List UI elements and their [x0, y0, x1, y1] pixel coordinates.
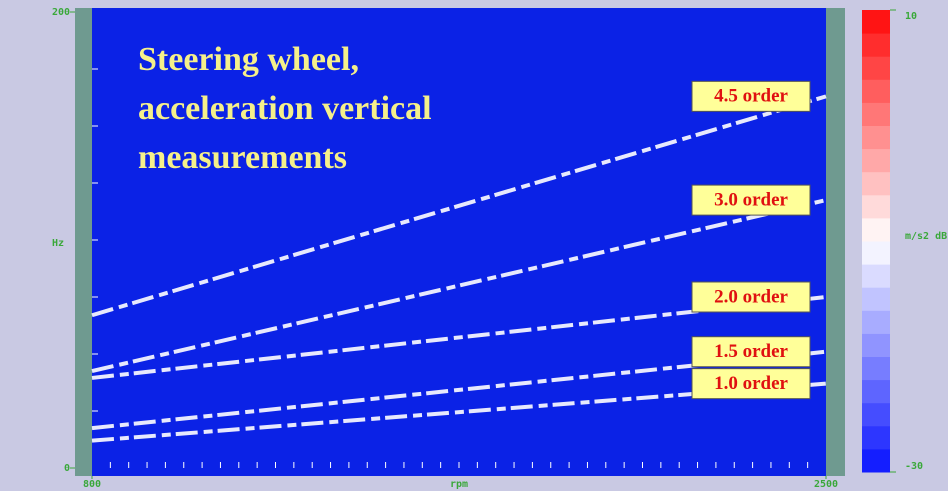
colorbar-cell: [862, 287, 890, 311]
title-line: Steering wheel,: [138, 41, 359, 78]
colorbar-cell: [862, 102, 890, 126]
legend-label: 4.5 order: [714, 86, 788, 107]
colorbar-cell: [862, 149, 890, 173]
colorbar-cell: [862, 333, 890, 357]
colorbar-cell: [862, 218, 890, 242]
y-tick-label: 200: [52, 7, 70, 18]
frame-right: [826, 8, 845, 476]
colorbar-cell: [862, 380, 890, 404]
colorbar-cell: [862, 172, 890, 196]
x-axis-label: rpm: [450, 479, 468, 490]
colorbar-cell: [862, 310, 890, 334]
y-tick-label: 0: [64, 463, 70, 474]
colorbar-cell: [862, 357, 890, 381]
colorbar-tick-label: 10: [905, 11, 917, 22]
legend-label: 3.0 order: [714, 189, 788, 210]
colorbar-cell: [862, 10, 890, 34]
x-tick-label: 2500: [814, 479, 838, 490]
colorbar-label: m/s2 dB: [905, 231, 947, 242]
colorbar-cell: [862, 241, 890, 265]
colorbar-cell: [862, 126, 890, 150]
plot-area: [92, 8, 826, 476]
colorbar-cell: [862, 79, 890, 103]
colorbar-tick-label: -30: [905, 461, 923, 472]
legend-label: 2.0 order: [714, 286, 788, 307]
title-line: acceleration vertical: [138, 90, 432, 127]
chart: Steering wheel, acceleration vertical me…: [0, 0, 948, 491]
colorbar-cell: [862, 403, 890, 427]
x-tick-label: 800: [83, 479, 101, 490]
y-axis-label: Hz: [52, 238, 64, 249]
colorbar-cell: [862, 449, 890, 473]
frame-left: [75, 8, 92, 476]
colorbar-cell: [862, 56, 890, 80]
colorbar-cell: [862, 264, 890, 288]
colorbar-cell: [862, 33, 890, 57]
colorbar-cell: [862, 195, 890, 219]
legend-label: 1.0 order: [714, 373, 788, 394]
colorbar-cell: [862, 426, 890, 450]
legend-label: 1.5 order: [714, 341, 788, 362]
title-line: measurements: [138, 139, 347, 176]
